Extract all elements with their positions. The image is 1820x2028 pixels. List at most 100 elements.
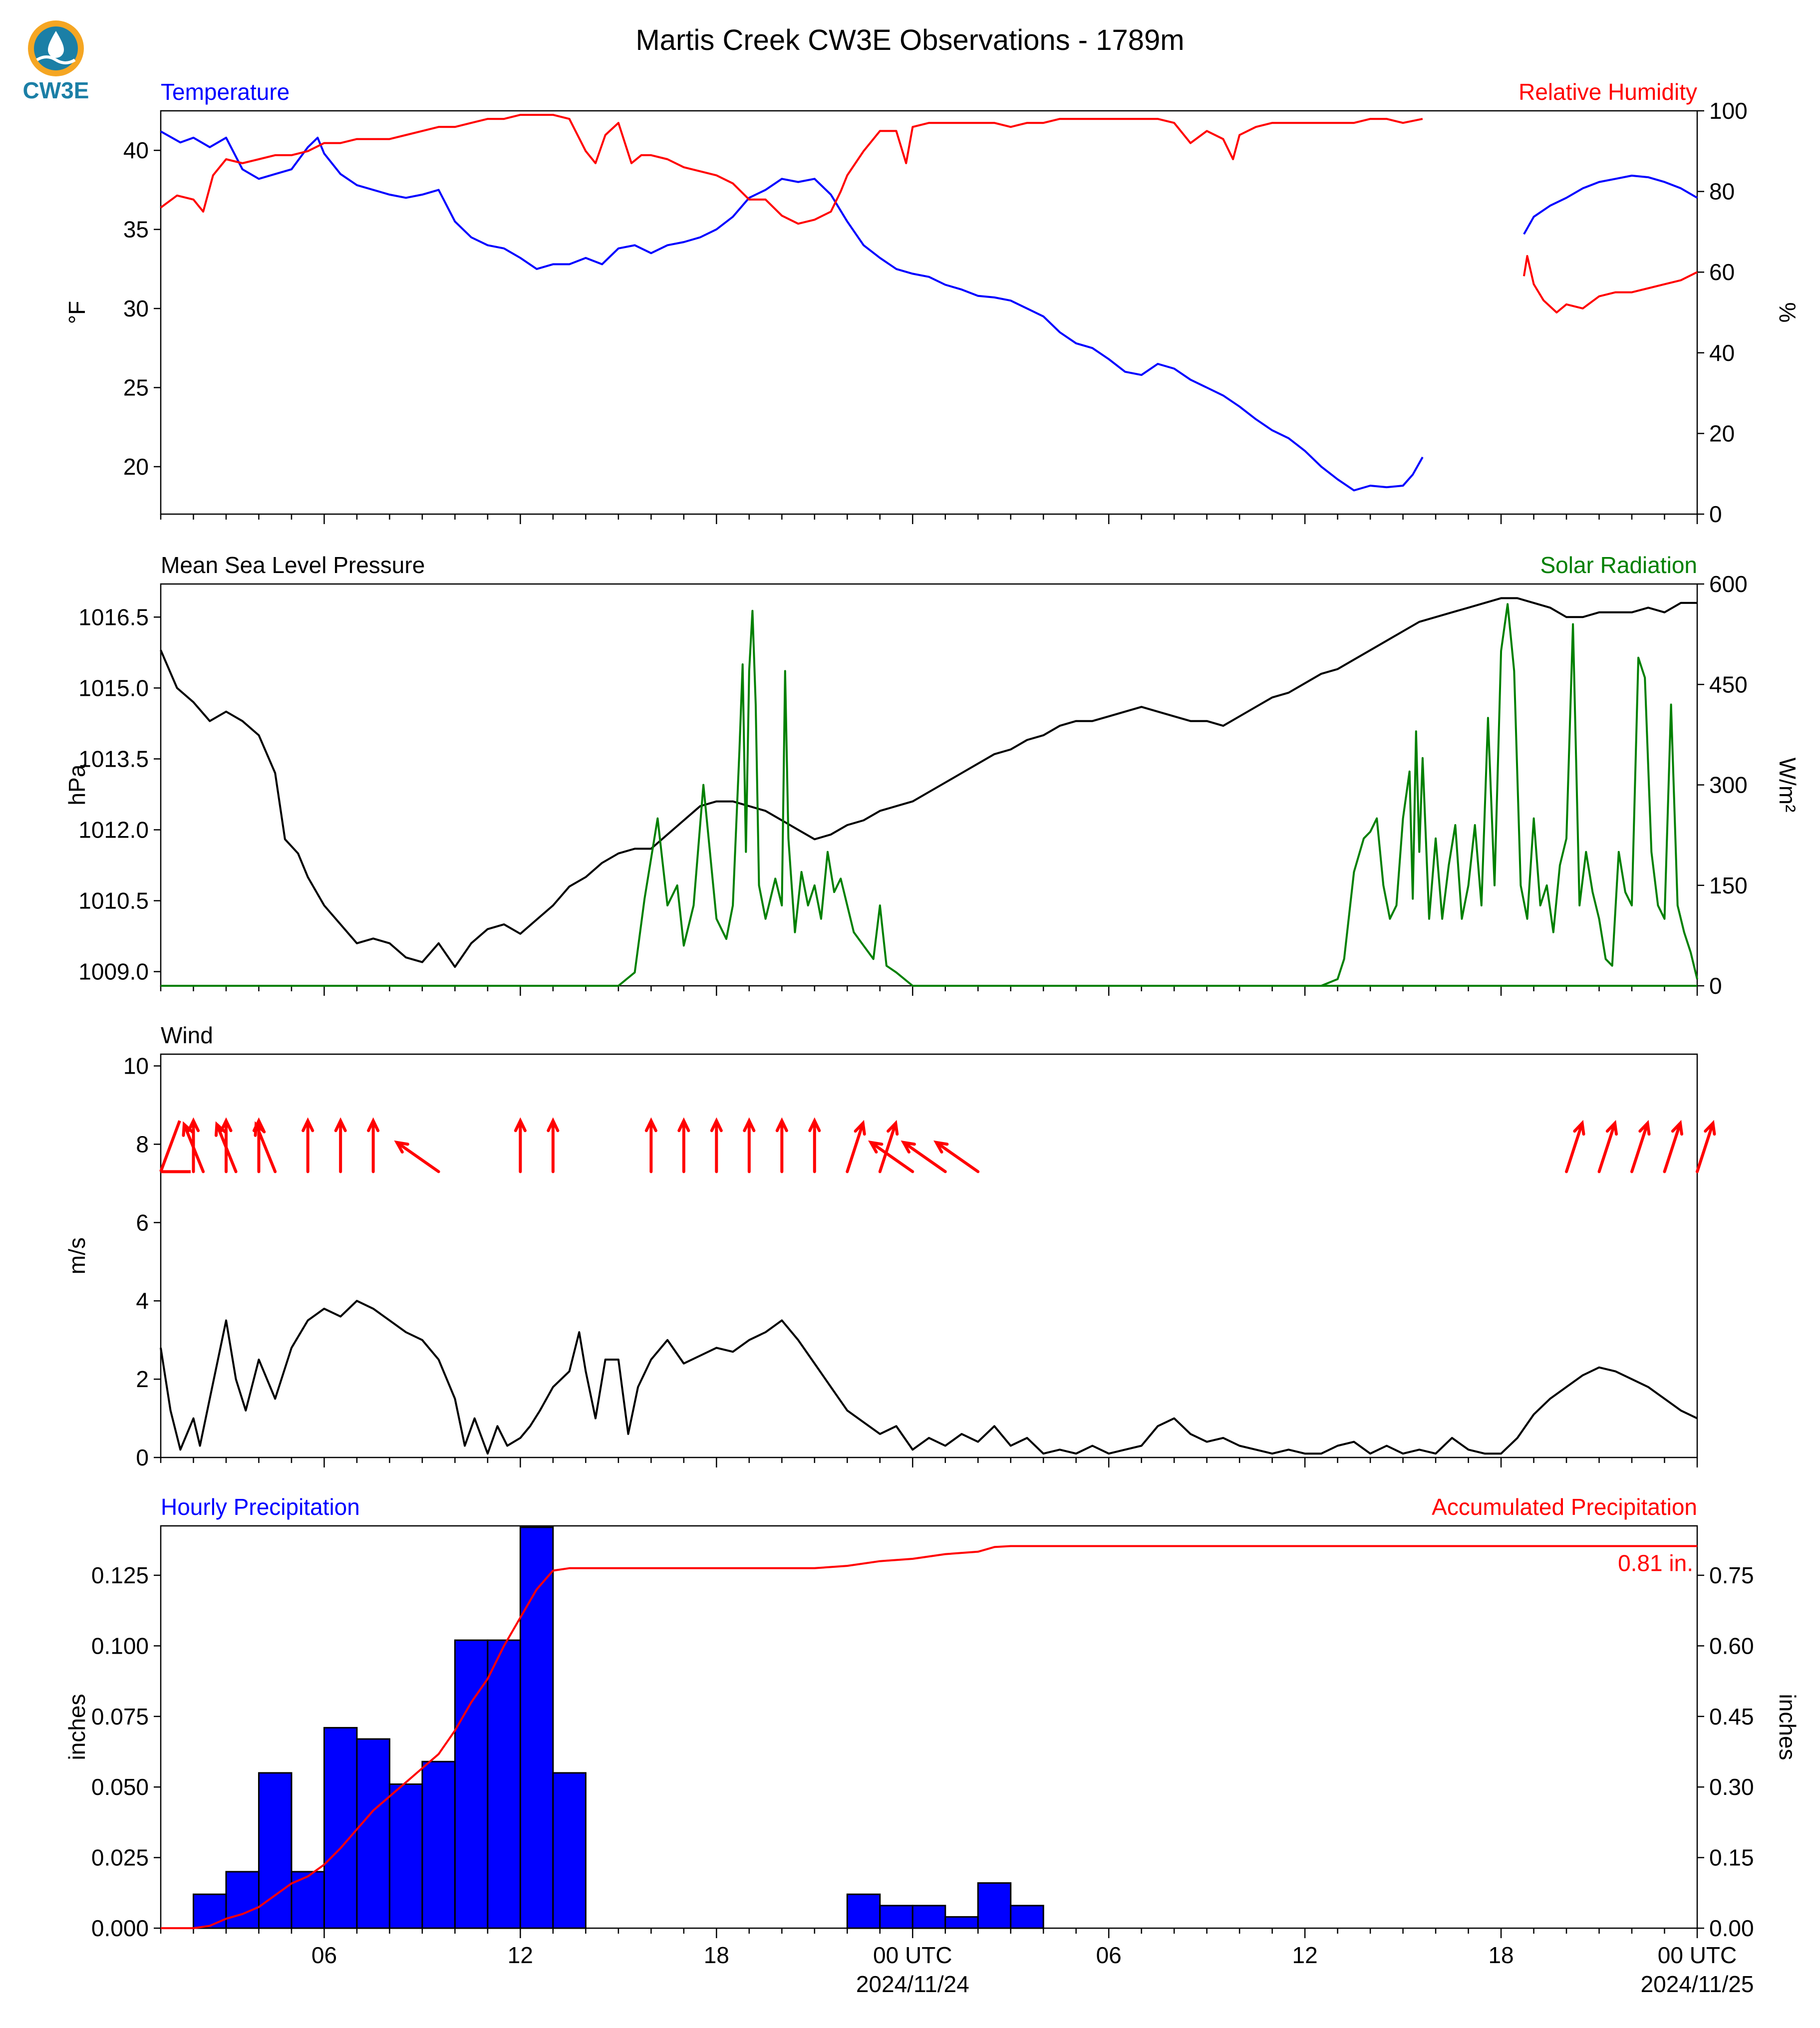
precip-bar — [552, 1772, 587, 1929]
y-tick-label: 0.000 — [91, 1915, 149, 1941]
precip-bar — [356, 1738, 390, 1929]
wind-arrow — [1597, 1120, 1618, 1173]
wind-arrow — [1663, 1120, 1683, 1173]
precip-bar — [519, 1526, 554, 1929]
wind-arrow — [775, 1117, 788, 1173]
y-axis-label: inches — [64, 1694, 90, 1760]
panel-title-left: Hourly Precipitation — [161, 1494, 360, 1520]
precip-bar — [454, 1639, 489, 1929]
precip-bar — [388, 1783, 423, 1929]
wind-arrow — [302, 1117, 314, 1173]
panel-title-left: Wind — [161, 1022, 213, 1048]
x-tick-label: 2024/11/25 — [1641, 1971, 1754, 1997]
y-tick-label: 35 — [123, 217, 149, 243]
y-tick-label-right: 0.45 — [1709, 1704, 1754, 1730]
y-tick-label-right: 300 — [1709, 772, 1748, 798]
series-line — [160, 114, 1423, 225]
panel-title-right: Accumulated Precipitation — [1432, 1494, 1697, 1520]
accumulated-total-label: 0.81 in. — [1618, 1550, 1693, 1576]
series-line — [1522, 255, 1698, 313]
precip-bar — [911, 1905, 946, 1929]
plot-frame — [160, 110, 1698, 515]
y-tick-label-right: 100 — [1709, 98, 1748, 124]
series-line — [1523, 174, 1698, 235]
y-axis-label-right: W/m² — [1775, 758, 1801, 813]
y-tick-label: 1016.5 — [78, 604, 149, 630]
series-line — [160, 130, 1424, 492]
y-tick-label-right: 0 — [1709, 501, 1722, 527]
y-tick-label: 6 — [136, 1209, 149, 1235]
y-axis-label-right: % — [1775, 302, 1801, 323]
y-tick-label-right: 600 — [1709, 571, 1748, 597]
series-line — [160, 1300, 1698, 1455]
precip-bar — [258, 1772, 293, 1929]
panel-title-left: Temperature — [161, 79, 290, 105]
wind-arrow — [878, 1120, 899, 1173]
y-axis-label-right: inches — [1775, 1694, 1801, 1760]
y-tick-label-right: 0.15 — [1709, 1845, 1754, 1871]
wind-arrow — [394, 1140, 440, 1173]
y-tick-label-right: 60 — [1709, 259, 1735, 285]
panel-title-left: Mean Sea Level Pressure — [161, 552, 425, 578]
y-axis-label: m/s — [64, 1237, 90, 1274]
y-axis-label: hPa — [64, 764, 90, 805]
series-line — [161, 609, 1697, 987]
panel-pressure_solar: Mean Sea Level Pressure Solar Radiation 10… — [64, 552, 1801, 999]
plot-frame — [160, 1053, 1698, 1458]
panel-title-right: Solar Radiation — [1540, 552, 1697, 578]
figure-title: Martis Creek CW3E Observations - 1789m — [635, 24, 1184, 56]
y-tick-label: 1010.5 — [78, 888, 149, 914]
wind-arrow — [334, 1117, 347, 1173]
wind-arrow — [1696, 1120, 1716, 1173]
wind-arrow — [677, 1117, 690, 1173]
y-tick-label-right: 80 — [1709, 179, 1735, 205]
wind-arrow — [214, 1121, 238, 1173]
x-tick-label: 00 UTC — [1658, 1942, 1737, 1968]
wind-arrow — [743, 1117, 756, 1173]
wind-arrow — [868, 1140, 914, 1173]
y-tick-label: 10 — [123, 1053, 149, 1079]
wind-arrow — [901, 1140, 947, 1173]
y-tick-label: 1012.0 — [78, 817, 149, 843]
wind-arrow — [1630, 1120, 1651, 1173]
panel-wind: Wind 0 2 4 6 8 10 m/s — [64, 1022, 1716, 1470]
x-tick-label: 2024/11/24 — [856, 1971, 969, 1997]
precip-bar — [291, 1871, 325, 1929]
water-drop-icon — [48, 31, 64, 58]
y-tick-label: 2 — [136, 1366, 149, 1392]
y-tick-label: 1015.0 — [78, 675, 149, 701]
y-tick-label: 0.100 — [91, 1633, 149, 1659]
y-tick-label: 0.075 — [91, 1704, 149, 1730]
y-tick-label: 0 — [136, 1445, 149, 1470]
y-tick-label-right: 0.60 — [1709, 1633, 1754, 1659]
wind-arrow — [367, 1117, 380, 1173]
wind-arrow — [254, 1121, 277, 1173]
y-tick-label-right: 450 — [1709, 671, 1748, 697]
y-tick-label: 0.025 — [91, 1845, 149, 1871]
y-tick-label: 1009.0 — [78, 959, 149, 985]
wind-arrow — [1565, 1120, 1585, 1173]
series-line — [1321, 603, 1698, 987]
precip-bar — [944, 1916, 979, 1929]
series-line — [161, 1545, 1697, 1929]
x-tick-label: 12 — [508, 1942, 533, 1968]
x-tick-label: 12 — [1292, 1942, 1318, 1968]
panel-precip: Hourly Precipitation Accumulated Precipit… — [64, 1494, 1801, 1997]
precip-bar — [977, 1882, 1012, 1929]
cw3e-logo: CW3E — [23, 20, 89, 103]
x-tick-label: 00 UTC — [873, 1942, 952, 1968]
y-tick-label: 0.125 — [91, 1562, 149, 1588]
precip-bar — [487, 1639, 521, 1929]
wind-arrow — [933, 1140, 980, 1173]
wind-arrow — [710, 1117, 723, 1173]
y-tick-label-right: 0.75 — [1709, 1562, 1754, 1588]
panel-temp_rh: Temperature Relative Humidity 20 25 30 35 40 0 2… — [64, 79, 1801, 527]
precip-bar — [225, 1871, 260, 1929]
wind-arrow — [547, 1117, 560, 1173]
y-tick-label: 30 — [123, 295, 149, 321]
y-tick-label-right: 0.00 — [1709, 1915, 1754, 1941]
y-tick-label-right: 0 — [1709, 973, 1722, 999]
x-tick-label: 06 — [1096, 1942, 1122, 1968]
wind-barb — [159, 1120, 191, 1173]
